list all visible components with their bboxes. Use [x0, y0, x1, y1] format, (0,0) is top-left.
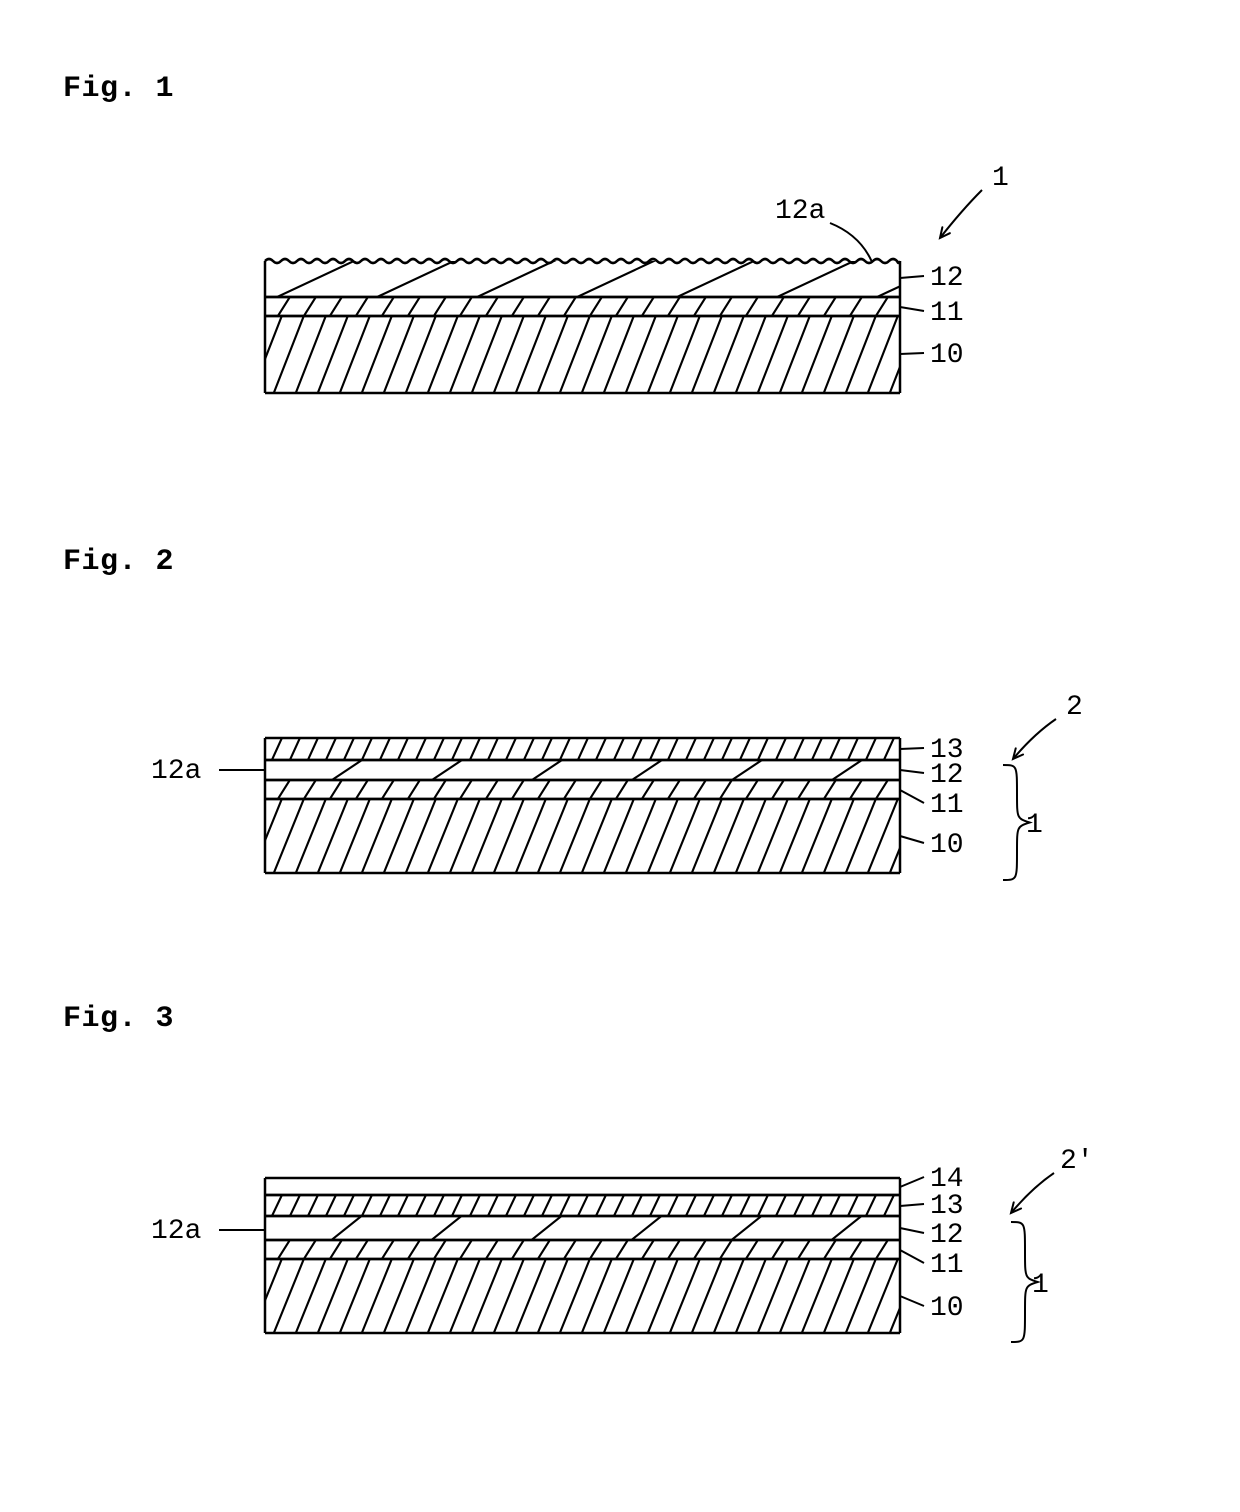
fig3-diagram: 14131211102'12a1 [100, 1070, 1140, 1380]
svg-text:1: 1 [1032, 1270, 1049, 1301]
assembly-label: 2 [1066, 692, 1083, 723]
fig2-title: Fig. 2 [63, 545, 174, 579]
layer-label-11: 11 [930, 1250, 964, 1281]
fig1-diagram: 12 11 10 1 12a [170, 130, 1070, 440]
layer-label-12: 12 [930, 263, 964, 294]
layer-label-10: 10 [930, 1293, 964, 1324]
layer-label-13: 13 [930, 1191, 964, 1222]
layer-label-11: 11 [930, 298, 964, 329]
left-surface-label: 12a [151, 756, 201, 787]
layer-label-10: 10 [930, 340, 964, 371]
layer-label-10: 10 [930, 830, 964, 861]
layer-label-12: 12 [930, 760, 964, 791]
fig1-title: Fig. 1 [63, 72, 174, 106]
assembly-label: 2' [1060, 1146, 1094, 1177]
layer-label-11: 11 [930, 790, 964, 821]
page: Fig. 1 Fig. 2 Fig. 3 121110112a 13121110… [0, 0, 1240, 1512]
fig3-title: Fig. 3 [63, 1002, 174, 1036]
surface-label: 12a [775, 196, 825, 227]
assembly-label: 1 [992, 163, 1009, 194]
left-surface-label: 12a [151, 1216, 201, 1247]
layer-label-12: 12 [930, 1220, 964, 1251]
svg-text:1: 1 [1026, 810, 1043, 841]
fig2-diagram: 13121110212a1 [100, 610, 1140, 920]
